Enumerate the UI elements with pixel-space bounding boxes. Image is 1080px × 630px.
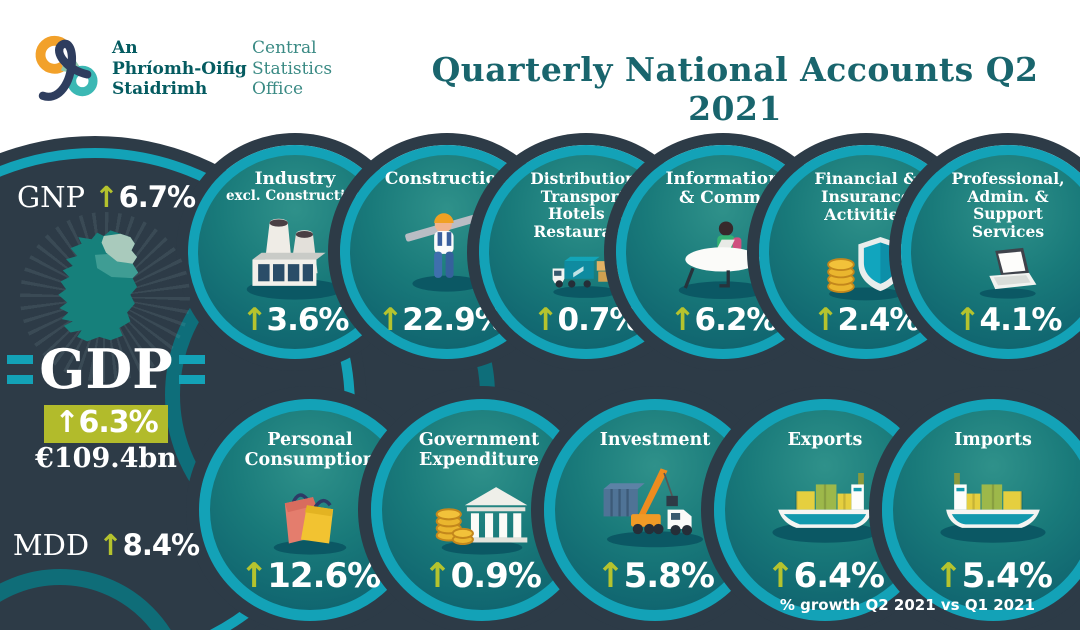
sector-value: ↑6.2% bbox=[669, 302, 778, 338]
growth-footnote: % growth Q2 2021 vs Q1 2021 bbox=[779, 596, 1035, 614]
cargo-ship-icon bbox=[725, 451, 925, 559]
expenditure-imports-bubble: Imports ↑5.4% bbox=[882, 399, 1080, 621]
up-arrow-icon: ↑ bbox=[954, 302, 981, 338]
ireland-map-icon bbox=[58, 230, 139, 342]
gnp-value: 6.7% bbox=[118, 180, 196, 214]
up-arrow-icon: ↑ bbox=[812, 302, 839, 338]
sector-value: ↑22.9% bbox=[377, 302, 506, 338]
shopping-bags-icon bbox=[210, 471, 410, 559]
sector-label: Construction bbox=[384, 169, 510, 189]
mdd-metric: MDD ↑8.4% bbox=[0, 528, 212, 562]
sector-label: Professional, Admin. & Support Services bbox=[951, 169, 1065, 241]
gdp-right-stripes bbox=[178, 354, 205, 384]
gnp-metric: GNP ↑6.7% bbox=[0, 180, 212, 214]
gdp-label: GDP bbox=[39, 337, 173, 401]
factory-icon bbox=[198, 204, 392, 305]
page-title: Quarterly National Accounts Q2 2021 bbox=[431, 50, 1039, 128]
up-arrow-icon: ↑ bbox=[239, 556, 268, 596]
laptop-icon bbox=[911, 241, 1080, 305]
gdp-value: 6.3% bbox=[78, 405, 158, 440]
sector-value: ↑0.7% bbox=[532, 302, 641, 338]
gnp-label: GNP bbox=[16, 180, 86, 214]
sector-professional-bubble: Professional, Admin. & Support Services … bbox=[901, 145, 1080, 359]
cso-logo-icon bbox=[35, 35, 98, 101]
up-arrow-icon: ↑ bbox=[934, 556, 962, 596]
expenditure-exports-bubble: Exports ↑6.4% bbox=[714, 399, 936, 621]
sector-label: Industry bbox=[254, 169, 336, 189]
cargo-ship-icon bbox=[893, 451, 1080, 559]
sector-label: Financial & Insurance Activities bbox=[814, 169, 918, 225]
logo-english-text: Central Statistics Office bbox=[252, 38, 333, 100]
expenditure-value: ↑5.8% bbox=[596, 556, 715, 596]
up-arrow-icon: ↑ bbox=[423, 556, 451, 596]
bank-icon bbox=[382, 471, 582, 559]
up-arrow-icon: ↑ bbox=[377, 302, 403, 338]
desk-laptop-icon bbox=[626, 209, 820, 305]
up-arrow-icon: ↑ bbox=[532, 302, 559, 338]
up-arrow-icon: ↑ bbox=[98, 528, 123, 562]
coins-shield-icon bbox=[769, 225, 963, 305]
expenditure-label: Exports bbox=[787, 430, 863, 450]
delivery-truck-icon bbox=[489, 241, 683, 305]
sector-label: Information & Comm. bbox=[665, 169, 781, 209]
mdd-label: MDD bbox=[12, 528, 90, 562]
expenditure-value: ↑0.9% bbox=[423, 556, 542, 596]
up-arrow-icon: ↑ bbox=[94, 180, 119, 214]
gdp-growth-badge: ↑6.3% bbox=[0, 405, 212, 443]
mdd-value: 8.4% bbox=[122, 528, 200, 562]
gdp-metric: GDP bbox=[0, 342, 212, 396]
up-arrow-icon: ↑ bbox=[766, 556, 794, 596]
expenditure-label: Imports bbox=[954, 430, 1032, 450]
up-arrow-icon: ↑ bbox=[54, 405, 79, 440]
expenditure-label: Personal Consumption bbox=[244, 430, 376, 470]
construction-worker-icon bbox=[350, 189, 544, 305]
sector-value: ↑3.6% bbox=[241, 302, 350, 338]
expenditure-label: Investment bbox=[599, 430, 711, 450]
logo-irish-text: An Phríomh-Oifig Staidrimh bbox=[112, 38, 247, 100]
expenditure-label: Government Expenditure bbox=[418, 430, 540, 470]
sector-value: ↑4.1% bbox=[954, 302, 1063, 338]
gdp-amount: €109.4bn bbox=[35, 443, 177, 474]
gdp-left-stripes bbox=[7, 354, 34, 384]
up-arrow-icon: ↑ bbox=[669, 302, 696, 338]
up-arrow-icon: ↑ bbox=[241, 302, 268, 338]
expenditure-value: ↑6.4% bbox=[766, 556, 885, 596]
expenditure-value: ↑12.6% bbox=[239, 556, 381, 596]
crane-icon bbox=[555, 451, 755, 559]
sector-value: ↑2.4% bbox=[812, 302, 921, 338]
expenditure-value: ↑5.4% bbox=[934, 556, 1053, 596]
sector-sublabel: excl. Construction bbox=[225, 188, 365, 205]
up-arrow-icon: ↑ bbox=[596, 556, 624, 596]
